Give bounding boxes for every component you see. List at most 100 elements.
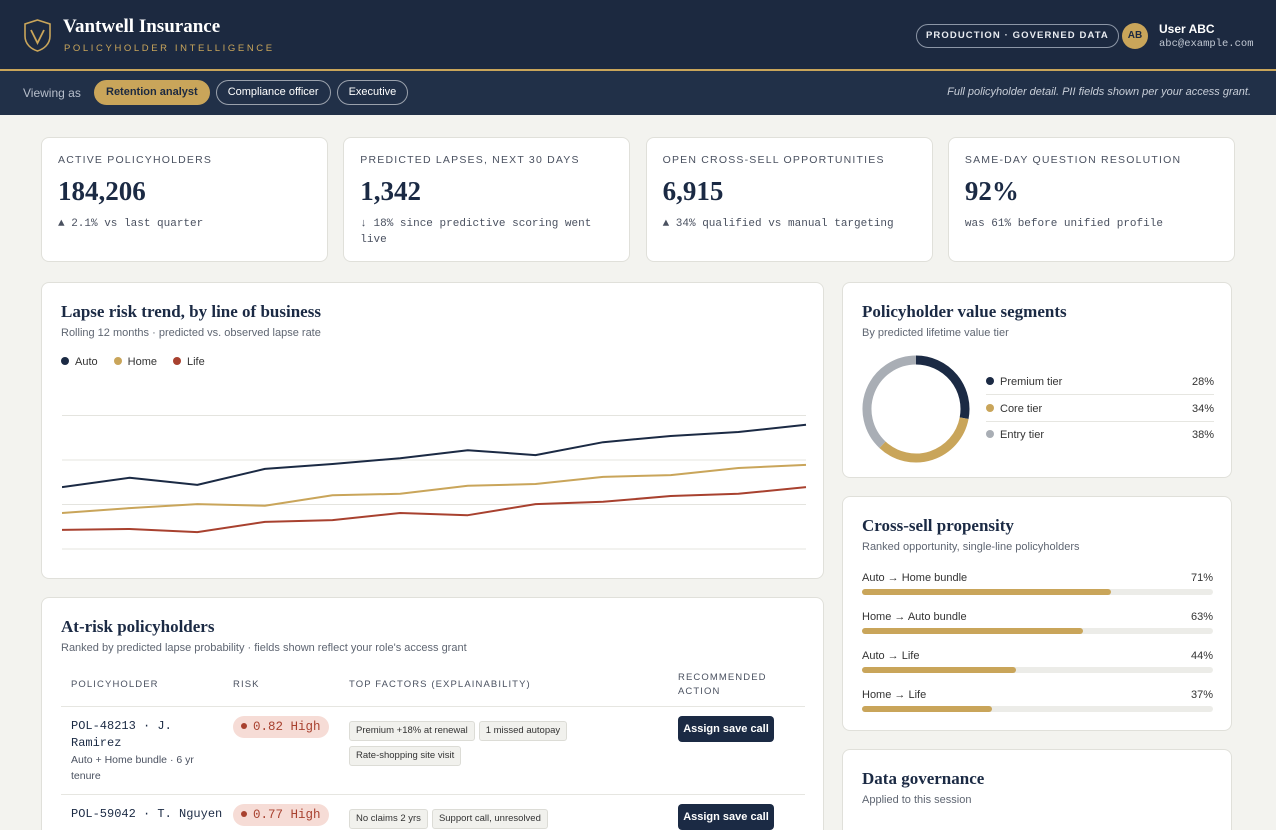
row-rule <box>61 794 805 795</box>
propensity-row: Auto → Life 44% <box>862 650 1213 676</box>
legend-label: Life <box>186 356 205 368</box>
propensity-value: 44% <box>1190 650 1213 662</box>
donut-chart <box>862 355 970 463</box>
role-button[interactable]: Compliance officer <box>215 80 331 105</box>
propensity-row: Home → Life 37% <box>862 689 1213 715</box>
propensity-label: Home → Auto bundle <box>862 611 967 623</box>
card-title: Lapse risk trend, by line of business <box>61 302 321 321</box>
kpi-label: OPEN CROSS-SELL OPPORTUNITIES <box>662 154 885 166</box>
policyholder-detail: Auto + Home bundle · 6 yr tenure <box>71 754 194 782</box>
line-series <box>62 486 807 534</box>
propensity-label: Home → Life <box>862 689 927 701</box>
segment-label: Entry tier <box>1000 429 1045 441</box>
bar-track <box>862 589 1213 595</box>
header-rule <box>61 706 805 707</box>
risk-score: 0.82 <box>253 720 284 734</box>
factor-chip: 1 missed autopay <box>478 721 568 741</box>
kpi-card: ACTIVE POLICYHOLDERS 184,206 ▲ 2.1% vs las… <box>41 137 328 262</box>
segment-value: 28% <box>1191 376 1214 388</box>
action-button[interactable]: Assign save call <box>678 804 774 830</box>
legend-item: Auto <box>61 356 98 368</box>
factor-chip: No claims 2 yrs <box>349 809 428 829</box>
card-title: At-risk policyholders <box>61 617 215 636</box>
factor-chip: Support call, unresolved <box>431 809 548 829</box>
propensity-value: 37% <box>1190 689 1213 701</box>
user-email: abc@example.com <box>1159 38 1254 50</box>
avatar[interactable]: AB <box>1122 23 1148 49</box>
risk-level: High <box>290 720 321 734</box>
column-header: TOP FACTORS (EXPLAINABILITY) <box>349 679 531 690</box>
legend-swatch <box>172 357 181 365</box>
risk-badge: 0.82 High <box>233 716 329 738</box>
kpi-value: 1,342 <box>360 176 422 206</box>
propensity-value: 63% <box>1190 611 1213 623</box>
lapse-trend-card: Lapse risk trend, by line of business Ro… <box>41 282 824 579</box>
risk-score: 0.77 <box>253 808 284 822</box>
bar <box>862 628 1084 634</box>
propensity-value: 71% <box>1190 572 1213 584</box>
card-subtitle: Rolling 12 months · predicted vs. observ… <box>61 327 321 339</box>
legend-label: Auto <box>75 356 98 368</box>
segment-value: 38% <box>1191 429 1214 441</box>
kpi-note: ↓ 18% since predictive scoring went live <box>360 218 592 246</box>
legend-swatch <box>113 357 122 365</box>
at-risk-card: At-risk policyholders Ranked by predicte… <box>41 597 824 830</box>
user-name: User ABC <box>1159 22 1215 36</box>
line-chart <box>62 415 807 550</box>
bar <box>862 589 1112 595</box>
line-series <box>62 463 807 514</box>
kpi-value: 6,915 <box>662 176 724 206</box>
line-series <box>62 423 807 489</box>
legend-swatch <box>61 357 69 365</box>
legend-item: Life <box>172 356 205 368</box>
segment-swatch <box>986 403 994 412</box>
card-title: Cross-sell propensity <box>862 516 1014 535</box>
policyholder-id: POL-48213 · J. Ramirez <box>71 719 172 750</box>
segment-row: Entry tier 38% <box>986 422 1214 448</box>
role-button[interactable]: Retention analyst <box>94 80 210 105</box>
environment-badge: PRODUCTION · GOVERNED DATA <box>916 24 1119 48</box>
segment-value: 34% <box>1191 402 1214 415</box>
kpi-label: SAME-DAY QUESTION RESOLUTION <box>964 154 1182 166</box>
segments-card: Policyholder value segments By predicted… <box>842 282 1232 478</box>
column-header: POLICYHOLDER <box>71 679 159 690</box>
factor-chip: Premium +18% at renewal <box>349 721 475 741</box>
segment-row: Premium tier 28% <box>986 369 1214 395</box>
kpi-note: ▲ 34% qualified vs manual targeting <box>662 218 894 230</box>
card-subtitle: Ranked opportunity, single-line policyho… <box>862 541 1080 553</box>
risk-dot <box>241 723 247 729</box>
card-subtitle: By predicted lifetime value tier <box>862 327 1009 339</box>
card-subtitle: Ranked by predicted lapse probability · … <box>61 642 467 654</box>
kpi-card: PREDICTED LAPSES, NEXT 30 DAYS 1,342 ↓ 18%… <box>343 137 631 262</box>
propensity-row: Auto → Home bundle 71% <box>862 572 1213 598</box>
policyholder-id: POL-59042 · T. Nguyen <box>71 807 223 821</box>
risk-badge: 0.77 High <box>233 804 329 826</box>
segment-label: Premium tier <box>1000 376 1063 388</box>
kpi-label: PREDICTED LAPSES, NEXT 30 DAYS <box>360 154 580 166</box>
kpi-value: 184,206 <box>58 176 146 206</box>
cross-sell-card: Cross-sell propensity Ranked opportunity… <box>842 496 1232 731</box>
card-subtitle: Applied to this session <box>862 794 972 806</box>
action-button[interactable]: Assign save call <box>678 716 774 742</box>
accent-line <box>0 69 1276 71</box>
role-switcher: Retention analyst Compliance officer Execu… <box>94 80 409 105</box>
segment-swatch <box>986 430 994 438</box>
factor-list: Premium +18% at renewal 1 missed autopay R… <box>349 721 629 766</box>
brand: Vantwell Insurance <box>63 16 221 37</box>
kpi-note: was 61% before unified profile <box>964 218 1163 230</box>
segment-row: Core tier 34% <box>986 396 1214 422</box>
logo <box>24 19 51 52</box>
bar-track <box>862 667 1213 673</box>
bar-track <box>862 628 1213 634</box>
segment-swatch <box>986 377 994 385</box>
legend-label: Home <box>127 356 157 368</box>
propensity-row: Home → Auto bundle 63% <box>862 611 1213 637</box>
bar-track <box>862 706 1213 712</box>
access-note: Full policyholder detail. PII fields sho… <box>947 86 1251 98</box>
role-button[interactable]: Executive <box>336 80 409 105</box>
column-header: RISK <box>233 679 260 690</box>
segment-label: Core tier <box>1000 402 1043 415</box>
kpi-note: ▲ 2.1% vs last quarter <box>58 218 204 230</box>
